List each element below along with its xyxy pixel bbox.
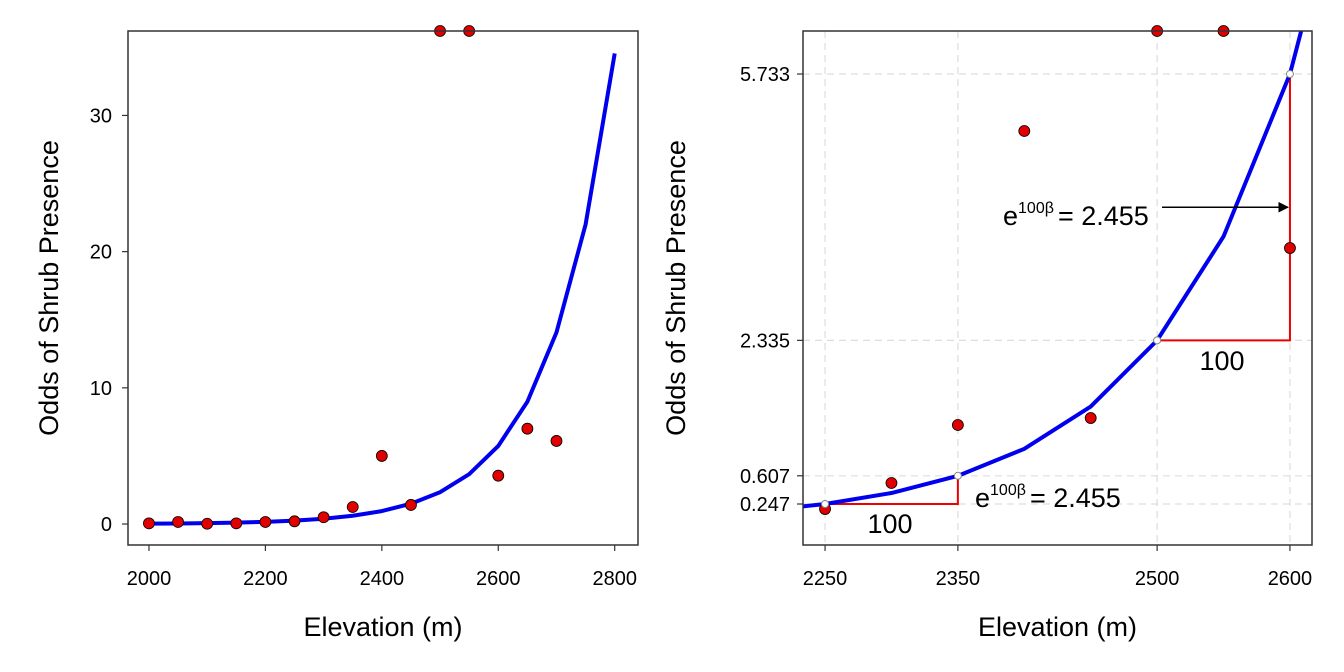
data-point [951, 419, 964, 431]
data-point [259, 516, 272, 528]
x-axis-title: Elevation (m) [303, 612, 462, 642]
y-tick-label: 5.733 [740, 64, 790, 86]
data-point [230, 517, 243, 530]
data-point [550, 435, 563, 447]
x-axis-title: Elevation (m) [978, 612, 1137, 642]
data-point [143, 517, 155, 530]
x-tick-label: 2000 [127, 568, 172, 590]
plot-frame [802, 30, 1313, 546]
annotation: e100β = 2.455 [975, 482, 1121, 513]
y-tick-label: 10 [90, 378, 112, 400]
data-point [885, 477, 898, 489]
y-tick-label: 2.335 [740, 330, 790, 352]
data-point [405, 499, 417, 511]
y-tick-label: 20 [90, 242, 112, 264]
step-annotation [1157, 74, 1291, 342]
x-tick-label: 2200 [243, 568, 288, 590]
highlight-point [1153, 336, 1162, 345]
annotation-superscript: 100β [990, 482, 1026, 499]
annotation: e100β = 2.455 [1003, 200, 1149, 231]
annotation-superscript: 100β [1018, 200, 1054, 217]
annotation-text: = 2.455 [1030, 483, 1121, 513]
y-tick-label: 0 [101, 514, 112, 536]
plot-frame [127, 30, 639, 546]
data-point [1018, 125, 1031, 137]
curve [148, 53, 617, 526]
y-tick-label: 0.607 [740, 466, 790, 488]
data-point [201, 517, 214, 530]
curve [803, 31, 1304, 509]
highlight-point [1285, 70, 1294, 79]
x-tick-label: 2400 [360, 568, 405, 590]
data-point [288, 515, 301, 528]
x-tick-label: 2800 [592, 568, 637, 590]
y-axis-title: Odds of Shrub Presence [34, 140, 64, 436]
x-tick-label: 2350 [936, 568, 981, 590]
x-tick-label: 2600 [476, 568, 521, 590]
data-point [346, 501, 359, 513]
annotation-base: e [975, 483, 990, 513]
x-tick-label: 2600 [1268, 568, 1313, 590]
data-point [492, 469, 505, 482]
data-point [1284, 242, 1296, 254]
annotation: 100 [1199, 346, 1244, 376]
x-tick-label: 2500 [1135, 568, 1180, 590]
y-axis-title: Odds of Shrub Presence [661, 140, 691, 436]
y-tick-label: 30 [90, 105, 112, 127]
annotation-base: e [1003, 201, 1018, 231]
y-tick-label: 0.247 [740, 494, 790, 516]
annotation-text: = 2.455 [1058, 201, 1149, 231]
data-point [172, 516, 184, 528]
highlight-point [953, 471, 962, 480]
x-tick-label: 2250 [803, 568, 848, 590]
step-annotation [825, 475, 959, 506]
data-point [1084, 412, 1097, 424]
highlight-point [821, 500, 830, 509]
data-point [521, 422, 534, 435]
annotation: 100 [867, 509, 912, 539]
data-point [317, 511, 330, 524]
data-point [375, 450, 388, 462]
